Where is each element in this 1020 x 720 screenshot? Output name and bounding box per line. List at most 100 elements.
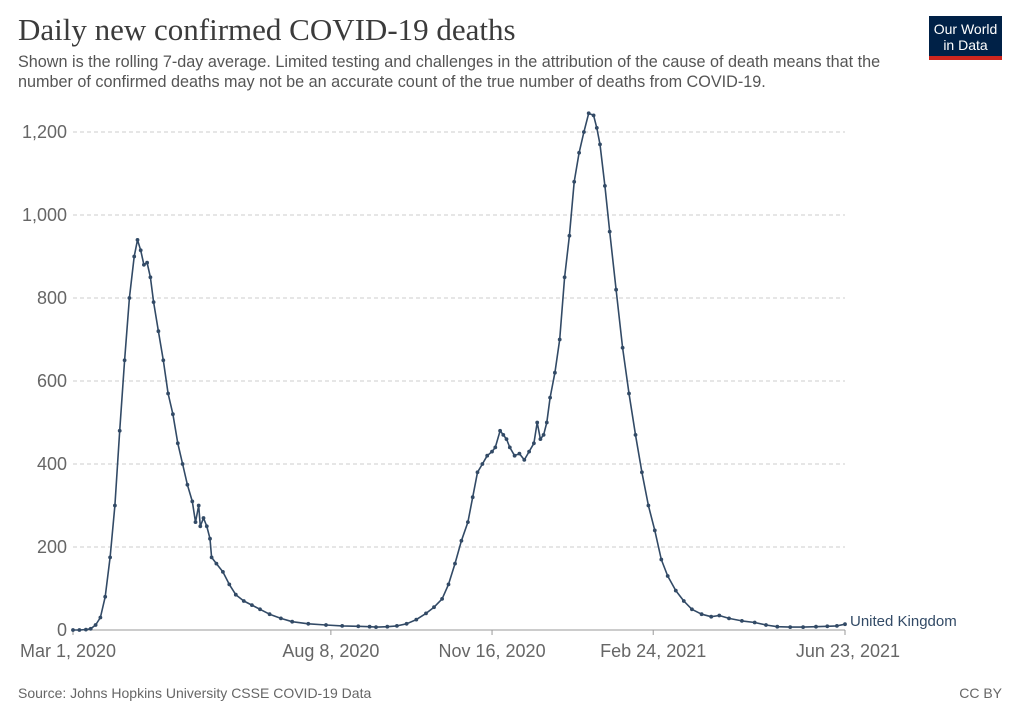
data-point: [603, 184, 607, 188]
data-point: [717, 613, 722, 618]
grid-lines: [73, 131, 845, 631]
data-point: [591, 113, 596, 118]
data-point: [209, 555, 214, 560]
data-point: [640, 470, 644, 475]
data-point: [453, 561, 457, 566]
data-point: [567, 233, 572, 238]
data-point: [432, 605, 436, 610]
data-point: [221, 570, 225, 574]
data-point: [627, 391, 631, 396]
data-point: [614, 287, 618, 292]
data-point: [532, 441, 536, 446]
data-point: [557, 337, 562, 342]
data-point: [544, 420, 549, 425]
data-point: [185, 482, 190, 487]
data-point: [84, 627, 88, 632]
data-point: [324, 623, 328, 627]
y-tick-label: 0: [57, 620, 67, 640]
data-point: [659, 557, 664, 562]
license-link[interactable]: CC BY: [959, 685, 1002, 701]
data-point: [340, 624, 345, 628]
data-point: [404, 621, 409, 626]
series-line: [73, 112, 846, 631]
data-point: [108, 555, 112, 560]
owid-logo[interactable]: Our World in Data: [929, 16, 1002, 60]
data-point: [227, 582, 232, 587]
data-point: [127, 296, 132, 300]
data-point: [752, 620, 757, 625]
data-point: [267, 612, 272, 617]
logo-accent-bar: [929, 56, 1002, 60]
data-point: [480, 462, 485, 466]
data-point: [801, 625, 805, 629]
data-point: [577, 150, 581, 155]
data-point: [171, 412, 175, 417]
y-axis-ticks: 0 200 400 600 800 1,000 1,200: [22, 122, 67, 640]
data-point: [681, 599, 686, 603]
data-point: [142, 262, 146, 267]
data-point: [582, 130, 586, 134]
data-point: [470, 495, 475, 500]
data-point: [198, 524, 203, 529]
data-point: [138, 248, 143, 253]
data-point: [709, 614, 714, 619]
source-note[interactable]: Source: Johns Hopkins University CSSE CO…: [18, 685, 372, 701]
data-point: [562, 275, 567, 280]
data-point: [690, 607, 694, 612]
data-point: [103, 594, 108, 599]
data-point: [166, 391, 171, 396]
data-point: [607, 229, 612, 234]
data-point: [88, 626, 93, 631]
x-tick-label: Feb 24, 2021: [600, 641, 706, 661]
data-point: [814, 624, 818, 629]
data-point: [548, 395, 552, 400]
data-point: [633, 433, 638, 437]
data-point: [77, 628, 82, 632]
data-point: [414, 617, 419, 622]
chart-title: Daily new confirmed COVID-19 deaths: [18, 12, 516, 47]
data-point: [775, 624, 780, 629]
x-tick-label: Mar 1, 2020: [20, 641, 116, 661]
y-tick-label: 800: [37, 288, 67, 308]
data-point: [135, 238, 140, 242]
data-point: [646, 503, 651, 508]
y-tick-label: 1,000: [22, 205, 67, 225]
x-axis-ticks: Mar 1, 2020 Aug 8, 2020 Nov 16, 2020 Feb 24…: [20, 630, 900, 661]
data-point: [501, 433, 506, 437]
data-point: [788, 625, 793, 629]
data-point: [258, 607, 262, 612]
data-point: [306, 621, 311, 626]
y-tick-label: 200: [37, 537, 67, 557]
data-point: [196, 503, 201, 508]
series-label: United Kingdom: [850, 613, 957, 630]
line-chart: 0 200 400 600 800 1,000 1,200 Mar 1, 2020 Aug 8…: [20, 111, 957, 661]
data-point: [475, 470, 480, 475]
data-point: [290, 619, 295, 624]
data-point: [498, 428, 502, 433]
data-point: [665, 574, 670, 578]
data-point: [527, 449, 531, 454]
data-point: [507, 445, 512, 450]
y-tick-label: 600: [37, 371, 67, 391]
data-point: [214, 561, 219, 566]
data-point: [175, 441, 180, 446]
data-point: [367, 624, 372, 629]
data-point: [440, 597, 444, 601]
logo-line-1: Our World: [933, 21, 998, 37]
data-point: [541, 433, 546, 437]
data-point: [764, 623, 768, 627]
data-point: [250, 603, 254, 607]
data-point: [553, 370, 557, 375]
data-point: [233, 592, 238, 597]
data-point: [204, 524, 209, 529]
data-point: [843, 622, 847, 627]
data-point: [835, 624, 839, 628]
data-point: [538, 437, 543, 441]
y-tick-label: 1,200: [22, 122, 67, 142]
data-point: [466, 520, 470, 524]
data-point: [208, 536, 212, 541]
data-point: [395, 624, 399, 628]
data-point: [356, 624, 361, 629]
data-point: [93, 623, 98, 627]
data-point: [98, 615, 103, 620]
